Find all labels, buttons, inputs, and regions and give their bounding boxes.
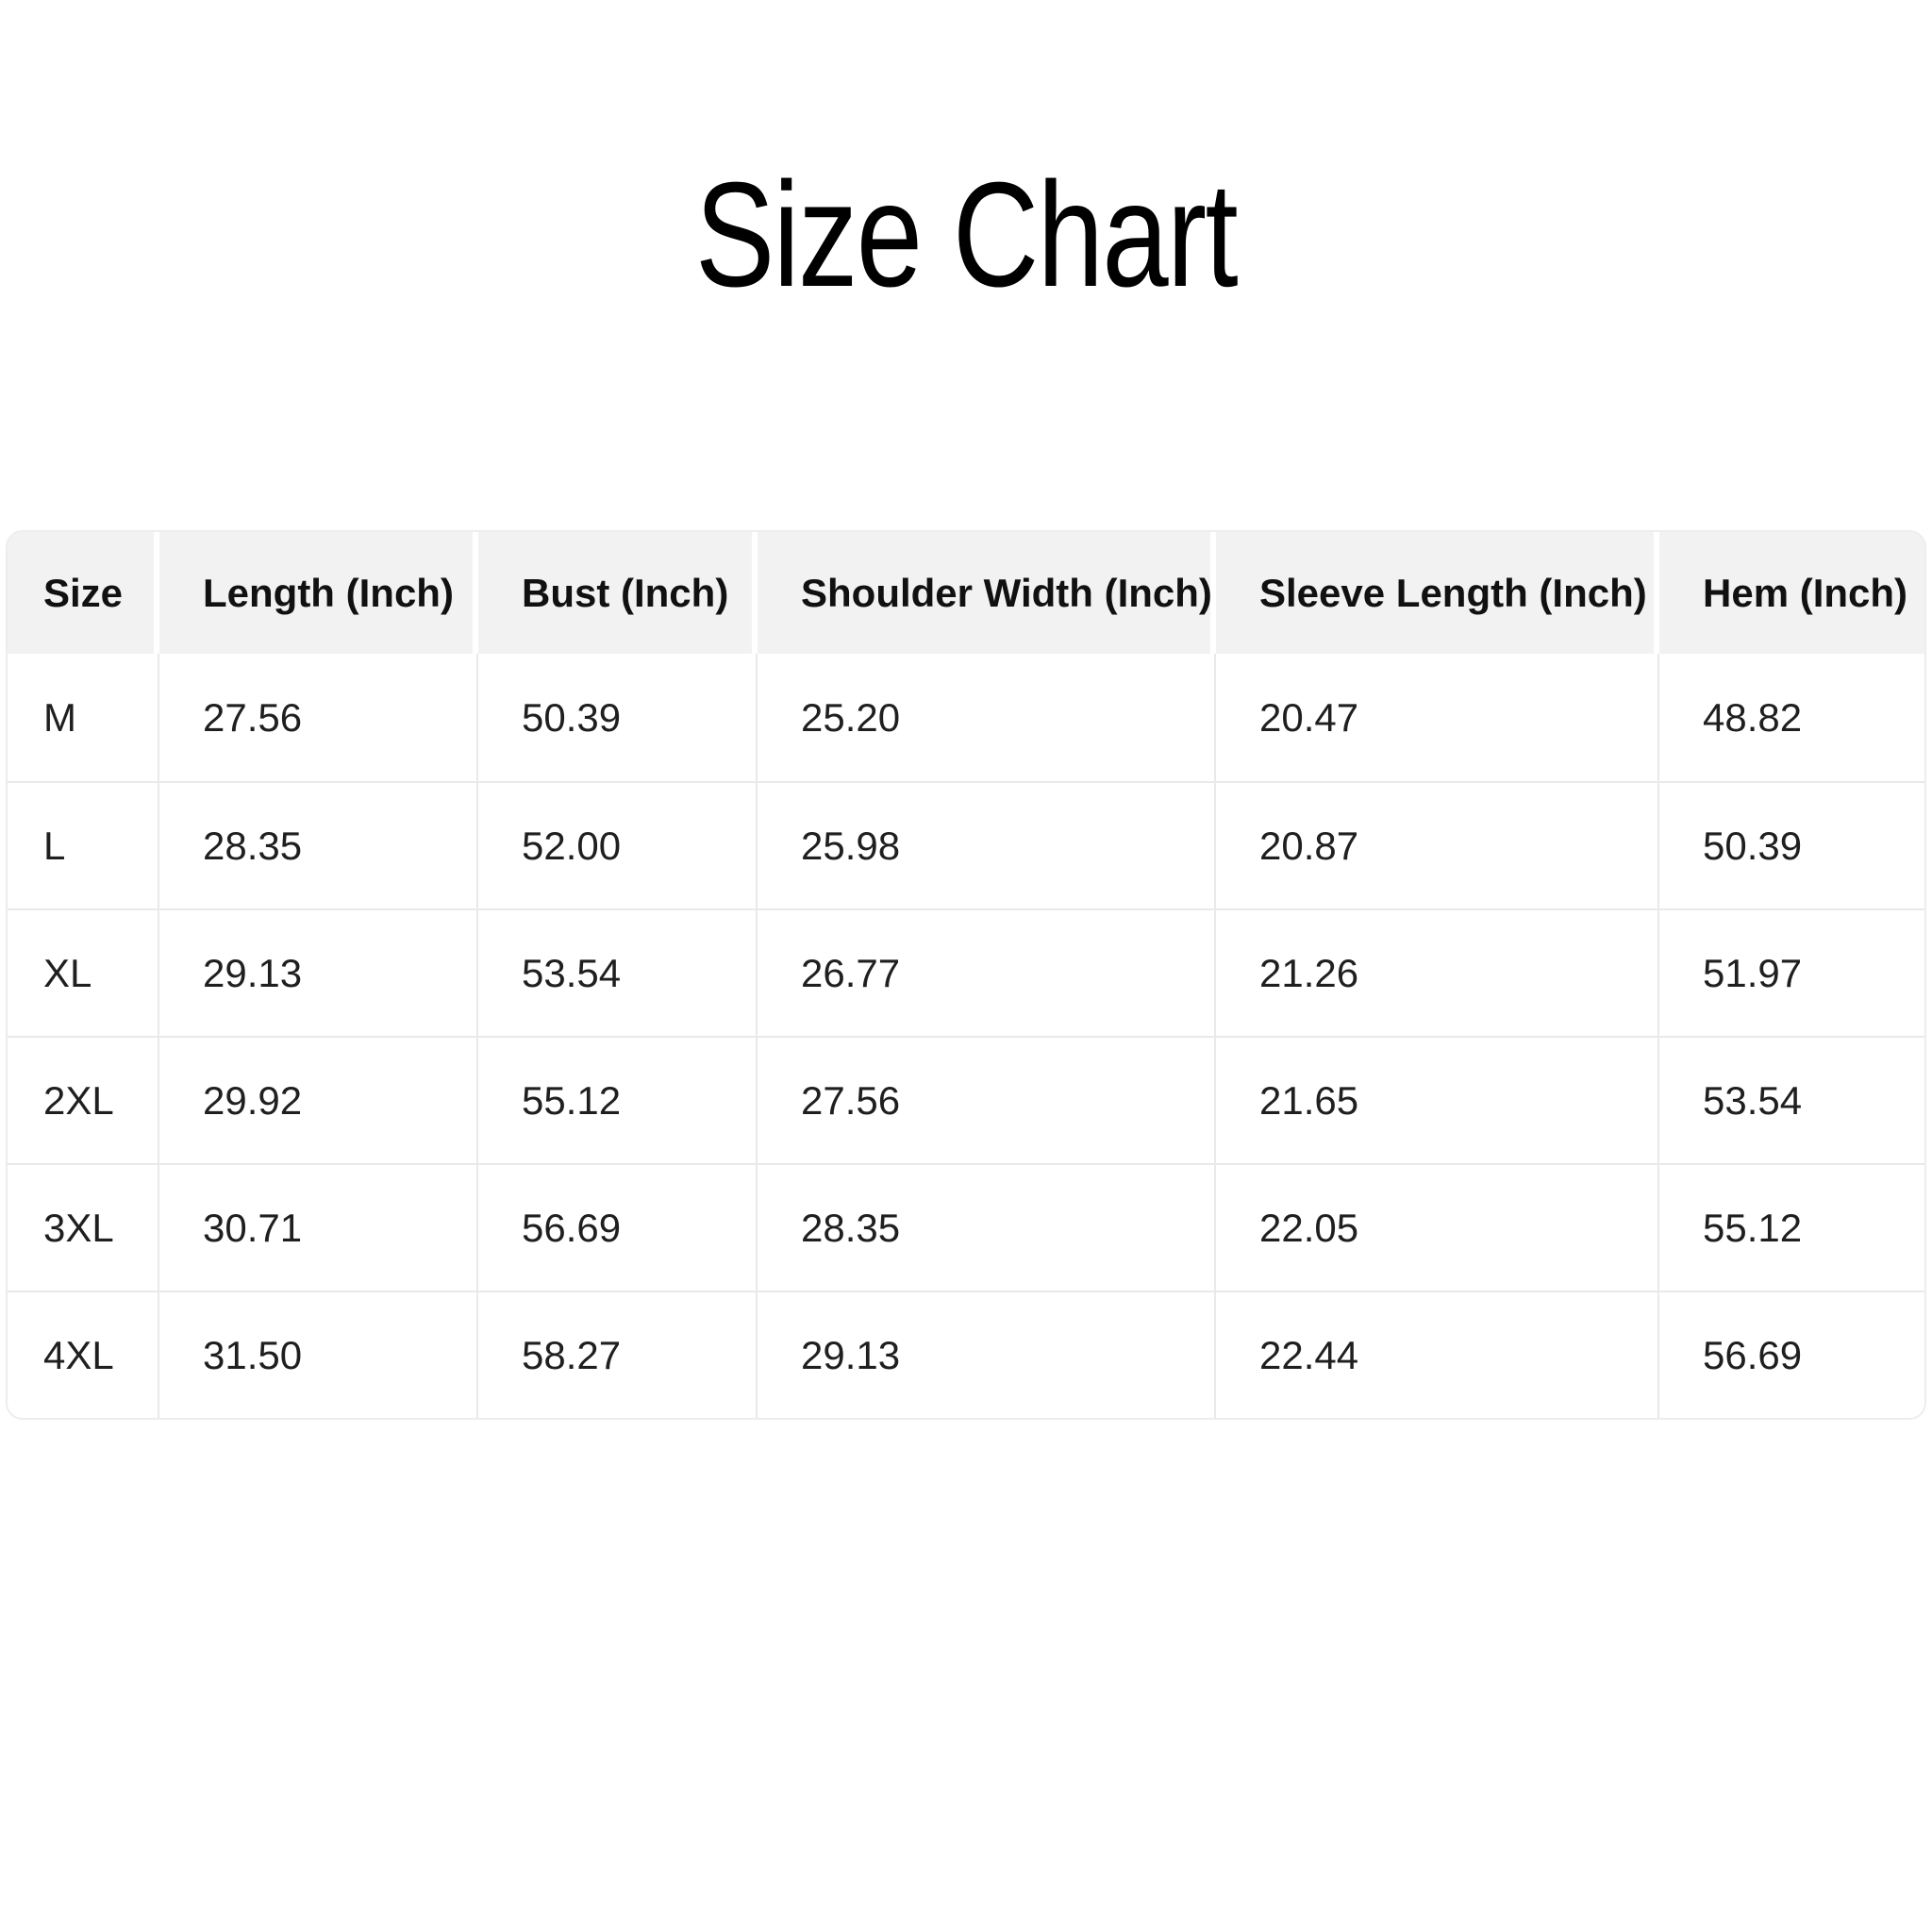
size-label-cell: M [8, 654, 159, 781]
size-chart-table: Size Length (Inch) Bust (Inch) Shoulder Wid… [6, 530, 1926, 1420]
table-body: M 27.56 50.39 25.20 20.47 48.82 L 28.35 52.00 25.… [8, 654, 1924, 1418]
size-label-cell: XL [8, 908, 159, 1036]
column-header-hem-inch: Hem (Inch) [1659, 532, 1924, 654]
column-header-size: Size [8, 532, 159, 654]
measurement-cell: 56.69 [478, 1163, 758, 1291]
measurement-cell: 56.69 [1659, 1291, 1924, 1418]
table-row-4xl: 4XL 31.50 58.27 29.13 22.44 56.69 [8, 1291, 1924, 1418]
table-header-row: Size Length (Inch) Bust (Inch) Shoulder Wid… [8, 532, 1924, 654]
measurement-cell: 51.97 [1659, 908, 1924, 1036]
measurement-cell: 53.54 [478, 908, 758, 1036]
size-label-cell: 2XL [8, 1036, 159, 1163]
measurement-cell: 31.50 [159, 1291, 478, 1418]
table-row-3xl: 3XL 30.71 56.69 28.35 22.05 55.12 [8, 1163, 1924, 1291]
measurement-cell: 25.20 [758, 654, 1216, 781]
measurement-cell: 58.27 [478, 1291, 758, 1418]
table-header: Size Length (Inch) Bust (Inch) Shoulder Wid… [8, 532, 1924, 654]
measurement-cell: 52.00 [478, 781, 758, 908]
measurement-cell: 25.98 [758, 781, 1216, 908]
measurement-cell: 50.39 [478, 654, 758, 781]
measurement-cell: 27.56 [758, 1036, 1216, 1163]
measurement-cell: 22.44 [1216, 1291, 1659, 1418]
measurement-cell: 30.71 [159, 1163, 478, 1291]
measurement-cell: 28.35 [758, 1163, 1216, 1291]
measurement-cell: 55.12 [478, 1036, 758, 1163]
column-header-length-inch: Length (Inch) [159, 532, 478, 654]
measurement-cell: 22.05 [1216, 1163, 1659, 1291]
table-row-2xl: 2XL 29.92 55.12 27.56 21.65 53.54 [8, 1036, 1924, 1163]
measurement-cell: 20.87 [1216, 781, 1659, 908]
size-label-cell: 4XL [8, 1291, 159, 1418]
measurement-cell: 50.39 [1659, 781, 1924, 908]
column-header-shoulder-width-inch: Shoulder Width (Inch) [758, 532, 1216, 654]
measurement-cell: 29.13 [758, 1291, 1216, 1418]
size-label-cell: L [8, 781, 159, 908]
table-row-xl: XL 29.13 53.54 26.77 21.26 51.97 [8, 908, 1924, 1036]
measurement-cell: 27.56 [159, 654, 478, 781]
measurement-cell: 28.35 [159, 781, 478, 908]
table-row-l: L 28.35 52.00 25.98 20.87 50.39 [8, 781, 1924, 908]
measurement-cell: 29.92 [159, 1036, 478, 1163]
size-table: Size Length (Inch) Bust (Inch) Shoulder Wid… [8, 532, 1924, 1418]
measurement-cell: 29.13 [159, 908, 478, 1036]
table-row-m: M 27.56 50.39 25.20 20.47 48.82 [8, 654, 1924, 781]
measurement-cell: 20.47 [1216, 654, 1659, 781]
column-header-sleeve-length-inch: Sleeve Length (Inch) [1216, 532, 1659, 654]
measurement-cell: 21.65 [1216, 1036, 1659, 1163]
page-title: Size Chart [694, 152, 1239, 318]
measurement-cell: 55.12 [1659, 1163, 1924, 1291]
column-header-bust-inch: Bust (Inch) [478, 532, 758, 654]
measurement-cell: 21.26 [1216, 908, 1659, 1036]
measurement-cell: 53.54 [1659, 1036, 1924, 1163]
measurement-cell: 26.77 [758, 908, 1216, 1036]
measurement-cell: 48.82 [1659, 654, 1924, 781]
size-label-cell: 3XL [8, 1163, 159, 1291]
